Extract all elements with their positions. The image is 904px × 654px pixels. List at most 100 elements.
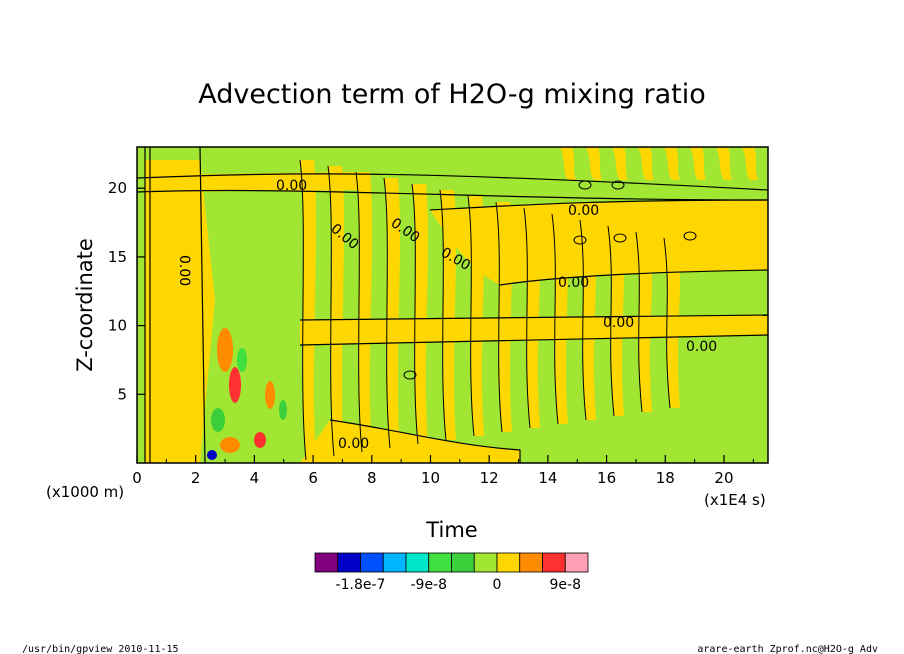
contour-line — [607, 225, 615, 417]
y-axis: 5 10 15 20 — [108, 179, 145, 403]
colorbar-swatch — [564, 552, 589, 573]
x-axis: 0 2 4 6 8 10 12 14 16 18 20 — [132, 455, 754, 487]
contour-label: 0.00 — [568, 203, 599, 219]
contour-line — [299, 334, 769, 346]
chart-title: Advection term of H2O-g mixing ratio — [198, 79, 706, 110]
band-blob — [217, 328, 233, 372]
x-tick-label: 18 — [656, 469, 675, 487]
band-blob — [229, 367, 241, 403]
contour-line — [467, 195, 475, 437]
x-tick-label: 12 — [480, 469, 499, 487]
band — [145, 160, 215, 463]
contour-line — [663, 237, 671, 409]
contour-line — [327, 165, 335, 457]
plot-frame — [136, 146, 769, 464]
colorbar-tick-label: 9e-8 — [550, 577, 581, 593]
colorbar-swatch — [405, 552, 430, 573]
contour-lines — [136, 146, 769, 464]
band-stripe — [586, 147, 602, 180]
x-tick-label: 8 — [367, 469, 377, 487]
band-stripe — [496, 202, 512, 432]
contour-line — [383, 177, 391, 449]
contour-label: 0.00 — [686, 339, 717, 355]
plot-area: 0.000.000.000.000.000.000.000.000.000.00 — [136, 146, 769, 464]
colorbar-swatch — [360, 552, 384, 573]
y-unit-label: (x1000 m) — [46, 483, 124, 501]
band — [300, 420, 520, 463]
band-stripe — [468, 196, 484, 436]
colorbar-tick-label: 0 — [493, 577, 502, 593]
band-blob — [211, 408, 225, 432]
contour-line — [523, 207, 531, 429]
colorbar-swatch — [451, 552, 475, 573]
x-tick-label: 6 — [308, 469, 318, 487]
contour-loop — [578, 180, 592, 190]
footer-left: /usr/bin/gpview 2010-11-15 — [22, 644, 179, 654]
x-tick-label: 10 — [421, 469, 440, 487]
colorbar-swatch — [314, 552, 339, 573]
contour-line — [299, 159, 307, 461]
band-stripe — [440, 190, 456, 440]
band-blob — [237, 348, 247, 372]
contour-line — [551, 213, 559, 425]
contour-line — [439, 189, 447, 441]
band-stripe — [716, 147, 732, 180]
contour-line — [499, 269, 769, 286]
y-tick-label: 20 — [108, 179, 127, 197]
x-tick-label: 16 — [597, 469, 616, 487]
contour-line — [136, 173, 769, 191]
band-stripe — [560, 147, 576, 180]
contour-label: 0.00 — [176, 255, 192, 286]
colorbar-swatch — [382, 552, 407, 573]
contour-line — [329, 419, 521, 463]
colorbar-tick-label: -9e-8 — [410, 577, 447, 593]
band-stripe — [356, 172, 372, 452]
footer-right: arare-earth_Zprof.nc@H2O-g_Adv — [697, 644, 878, 654]
contour-loop — [573, 235, 587, 245]
y-tick-label: 5 — [117, 385, 127, 403]
band-blob — [207, 450, 217, 460]
colorbar: -1.8e-7 -9e-8 0 9e-8 — [314, 552, 589, 593]
contour-line — [579, 219, 587, 421]
band-stripe — [580, 220, 596, 420]
colorbar-swatch — [473, 552, 498, 573]
band-stripe — [328, 166, 344, 456]
band — [430, 200, 768, 285]
x-tick-label: 0 — [132, 469, 142, 487]
band-stripe — [300, 160, 316, 460]
x-tick-label: 2 — [191, 469, 201, 487]
y-tick-label: 10 — [108, 317, 127, 335]
band-stripe — [384, 178, 400, 448]
colorbar-tick-label: -1.8e-7 — [336, 577, 386, 593]
contour-label: 0.00 — [276, 178, 307, 194]
contour-loop — [613, 233, 627, 243]
x-tick-label: 14 — [538, 469, 557, 487]
x-axis-label: Time — [425, 518, 477, 542]
colorbar-swatch — [337, 552, 361, 573]
contour-loop — [403, 370, 417, 380]
band-stripe — [612, 147, 628, 180]
y-axis-label: Z-coordinate — [73, 238, 97, 372]
contour-line — [635, 231, 643, 413]
colorbar-swatch — [428, 552, 452, 573]
band-blob — [239, 410, 251, 430]
colorbar-swatch — [542, 552, 566, 573]
contour-line — [299, 314, 769, 321]
contour-line — [355, 171, 363, 453]
band-blob — [220, 437, 240, 453]
contour-line — [495, 201, 503, 433]
x-unit-label: (x1E4 s) — [704, 491, 766, 509]
contour-label: 0.00 — [603, 315, 634, 331]
band-blob — [279, 400, 287, 420]
x-tick-label: 4 — [250, 469, 260, 487]
y-tick-label: 15 — [108, 248, 127, 266]
contour-line — [429, 199, 769, 211]
contour-loop — [683, 231, 697, 241]
band-stripe — [742, 147, 758, 180]
contour-line — [411, 183, 419, 445]
contour-label: 0.00 — [338, 436, 369, 452]
band-blob — [265, 381, 275, 409]
band-stripe — [664, 238, 680, 408]
band-stripe — [608, 226, 624, 416]
